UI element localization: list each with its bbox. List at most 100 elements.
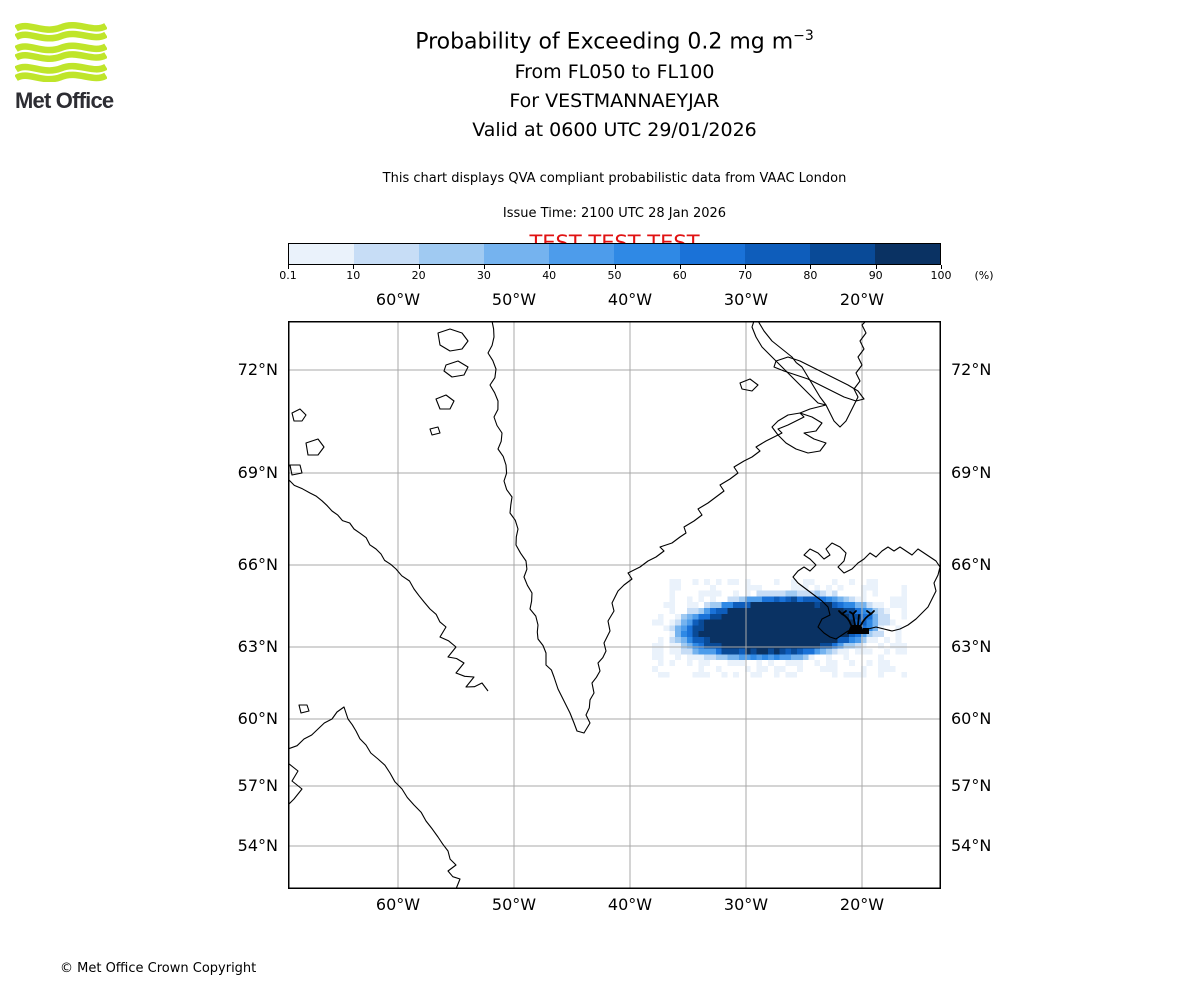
- probability-cell: [808, 613, 815, 620]
- probability-cell: [855, 648, 861, 655]
- probability-cell: [750, 654, 757, 661]
- probability-cell: [837, 584, 844, 591]
- probability-cell: [797, 648, 803, 655]
- probability-cell: [791, 631, 797, 637]
- probability-cell: [773, 590, 780, 597]
- probability-cell: [814, 660, 821, 666]
- probability-cell: [681, 619, 687, 626]
- probability-cell: [895, 596, 902, 603]
- probability-cell: [675, 637, 681, 643]
- probability-cell: [826, 613, 832, 620]
- colorbar-tick-mark: [679, 265, 681, 269]
- probability-cell: [704, 608, 710, 614]
- lat-label-left: 60°N: [237, 709, 278, 728]
- probability-cell: [762, 590, 768, 597]
- probability-cell: [657, 637, 664, 643]
- probability-cell: [814, 590, 821, 597]
- coastline-island: [298, 704, 310, 714]
- logo-wave-stroke: [14, 30, 108, 42]
- probability-cell: [692, 648, 699, 655]
- colorbar-segment: [484, 244, 550, 264]
- probability-cell: [704, 631, 710, 637]
- probability-cell: [762, 625, 768, 632]
- probability-cell: [791, 584, 797, 591]
- probability-cell: [698, 590, 705, 597]
- probability-cell: [715, 631, 722, 637]
- probability-cell: [889, 602, 896, 608]
- probability-cell: [686, 619, 693, 626]
- probability-cell: [791, 642, 797, 649]
- probability-cell: [791, 654, 797, 661]
- probability-cell: [831, 666, 838, 672]
- probability-cell: [814, 619, 821, 626]
- probability-cell: [860, 619, 867, 626]
- probability-cell: [884, 608, 890, 614]
- probability-cell: [808, 642, 815, 649]
- probability-cell: [878, 671, 884, 678]
- probability-cell: [727, 625, 734, 632]
- probability-cell: [704, 671, 710, 678]
- probability-cell: [820, 602, 826, 608]
- probability-cell: [884, 637, 890, 643]
- probability-cell: [750, 648, 757, 655]
- probability-cell: [762, 613, 768, 620]
- probability-cell: [669, 660, 676, 666]
- probability-cell: [802, 642, 809, 649]
- colorbar-unit-label: (%): [974, 269, 994, 282]
- probability-cell: [698, 625, 705, 632]
- probability-cell: [826, 625, 832, 632]
- lat-label-left: 72°N: [237, 360, 278, 379]
- probability-cell: [826, 642, 832, 649]
- probability-cell: [837, 596, 844, 603]
- lon-label-bottom: 60°W: [375, 895, 421, 914]
- probability-cell: [768, 642, 774, 649]
- probability-cell: [779, 642, 786, 649]
- probability-cell: [802, 590, 809, 597]
- probability-cell: [826, 590, 832, 597]
- probability-cell: [715, 619, 722, 626]
- probability-cell: [843, 671, 850, 678]
- colorbar-tick-label: 90: [868, 269, 883, 282]
- colorbar-tick-mark: [614, 265, 616, 269]
- probability-cell: [756, 654, 763, 661]
- probability-cell: [704, 590, 710, 597]
- lon-label-bottom: 20°W: [839, 895, 885, 914]
- probability-cell: [698, 666, 705, 672]
- probability-cell: [698, 637, 705, 643]
- probability-cell: [860, 631, 867, 637]
- probability-cell: [808, 619, 815, 626]
- probability-cell: [657, 648, 664, 655]
- probability-cell: [686, 625, 693, 632]
- probability-cell: [692, 619, 699, 626]
- probability-cell: [721, 671, 728, 678]
- probability-cell: [791, 602, 797, 608]
- colorbar-tick-mark: [353, 265, 355, 269]
- probability-cell: [895, 631, 902, 637]
- probability-cell: [686, 642, 693, 649]
- probability-cell: [797, 590, 803, 597]
- probability-cell: [814, 596, 821, 603]
- probability-cell: [669, 579, 676, 585]
- logo-wave-stroke: [14, 62, 108, 74]
- colorbar-segment: [744, 244, 810, 264]
- probability-cell: [669, 642, 676, 649]
- probability-cell: [814, 631, 821, 637]
- met-office-wordmark: Met Office: [15, 88, 114, 113]
- probability-cell: [849, 596, 855, 603]
- probability-cell: [843, 619, 850, 626]
- colorbar-segment: [549, 244, 615, 264]
- probability-cell: [860, 584, 867, 591]
- probability-cell: [692, 637, 699, 643]
- probability-cell: [692, 625, 699, 632]
- probability-cell: [808, 648, 815, 655]
- colorbar-segment: [809, 244, 875, 264]
- coastlines: [288, 321, 941, 889]
- probability-cell: [675, 642, 681, 649]
- probability-cell: [785, 637, 792, 643]
- probability-cell: [756, 602, 763, 608]
- probability-cell: [872, 637, 879, 643]
- probability-cell: [739, 660, 745, 666]
- colorbar-tick-mark: [288, 265, 289, 269]
- logo-wave-stroke: [14, 22, 108, 33]
- probability-cell: [849, 619, 855, 626]
